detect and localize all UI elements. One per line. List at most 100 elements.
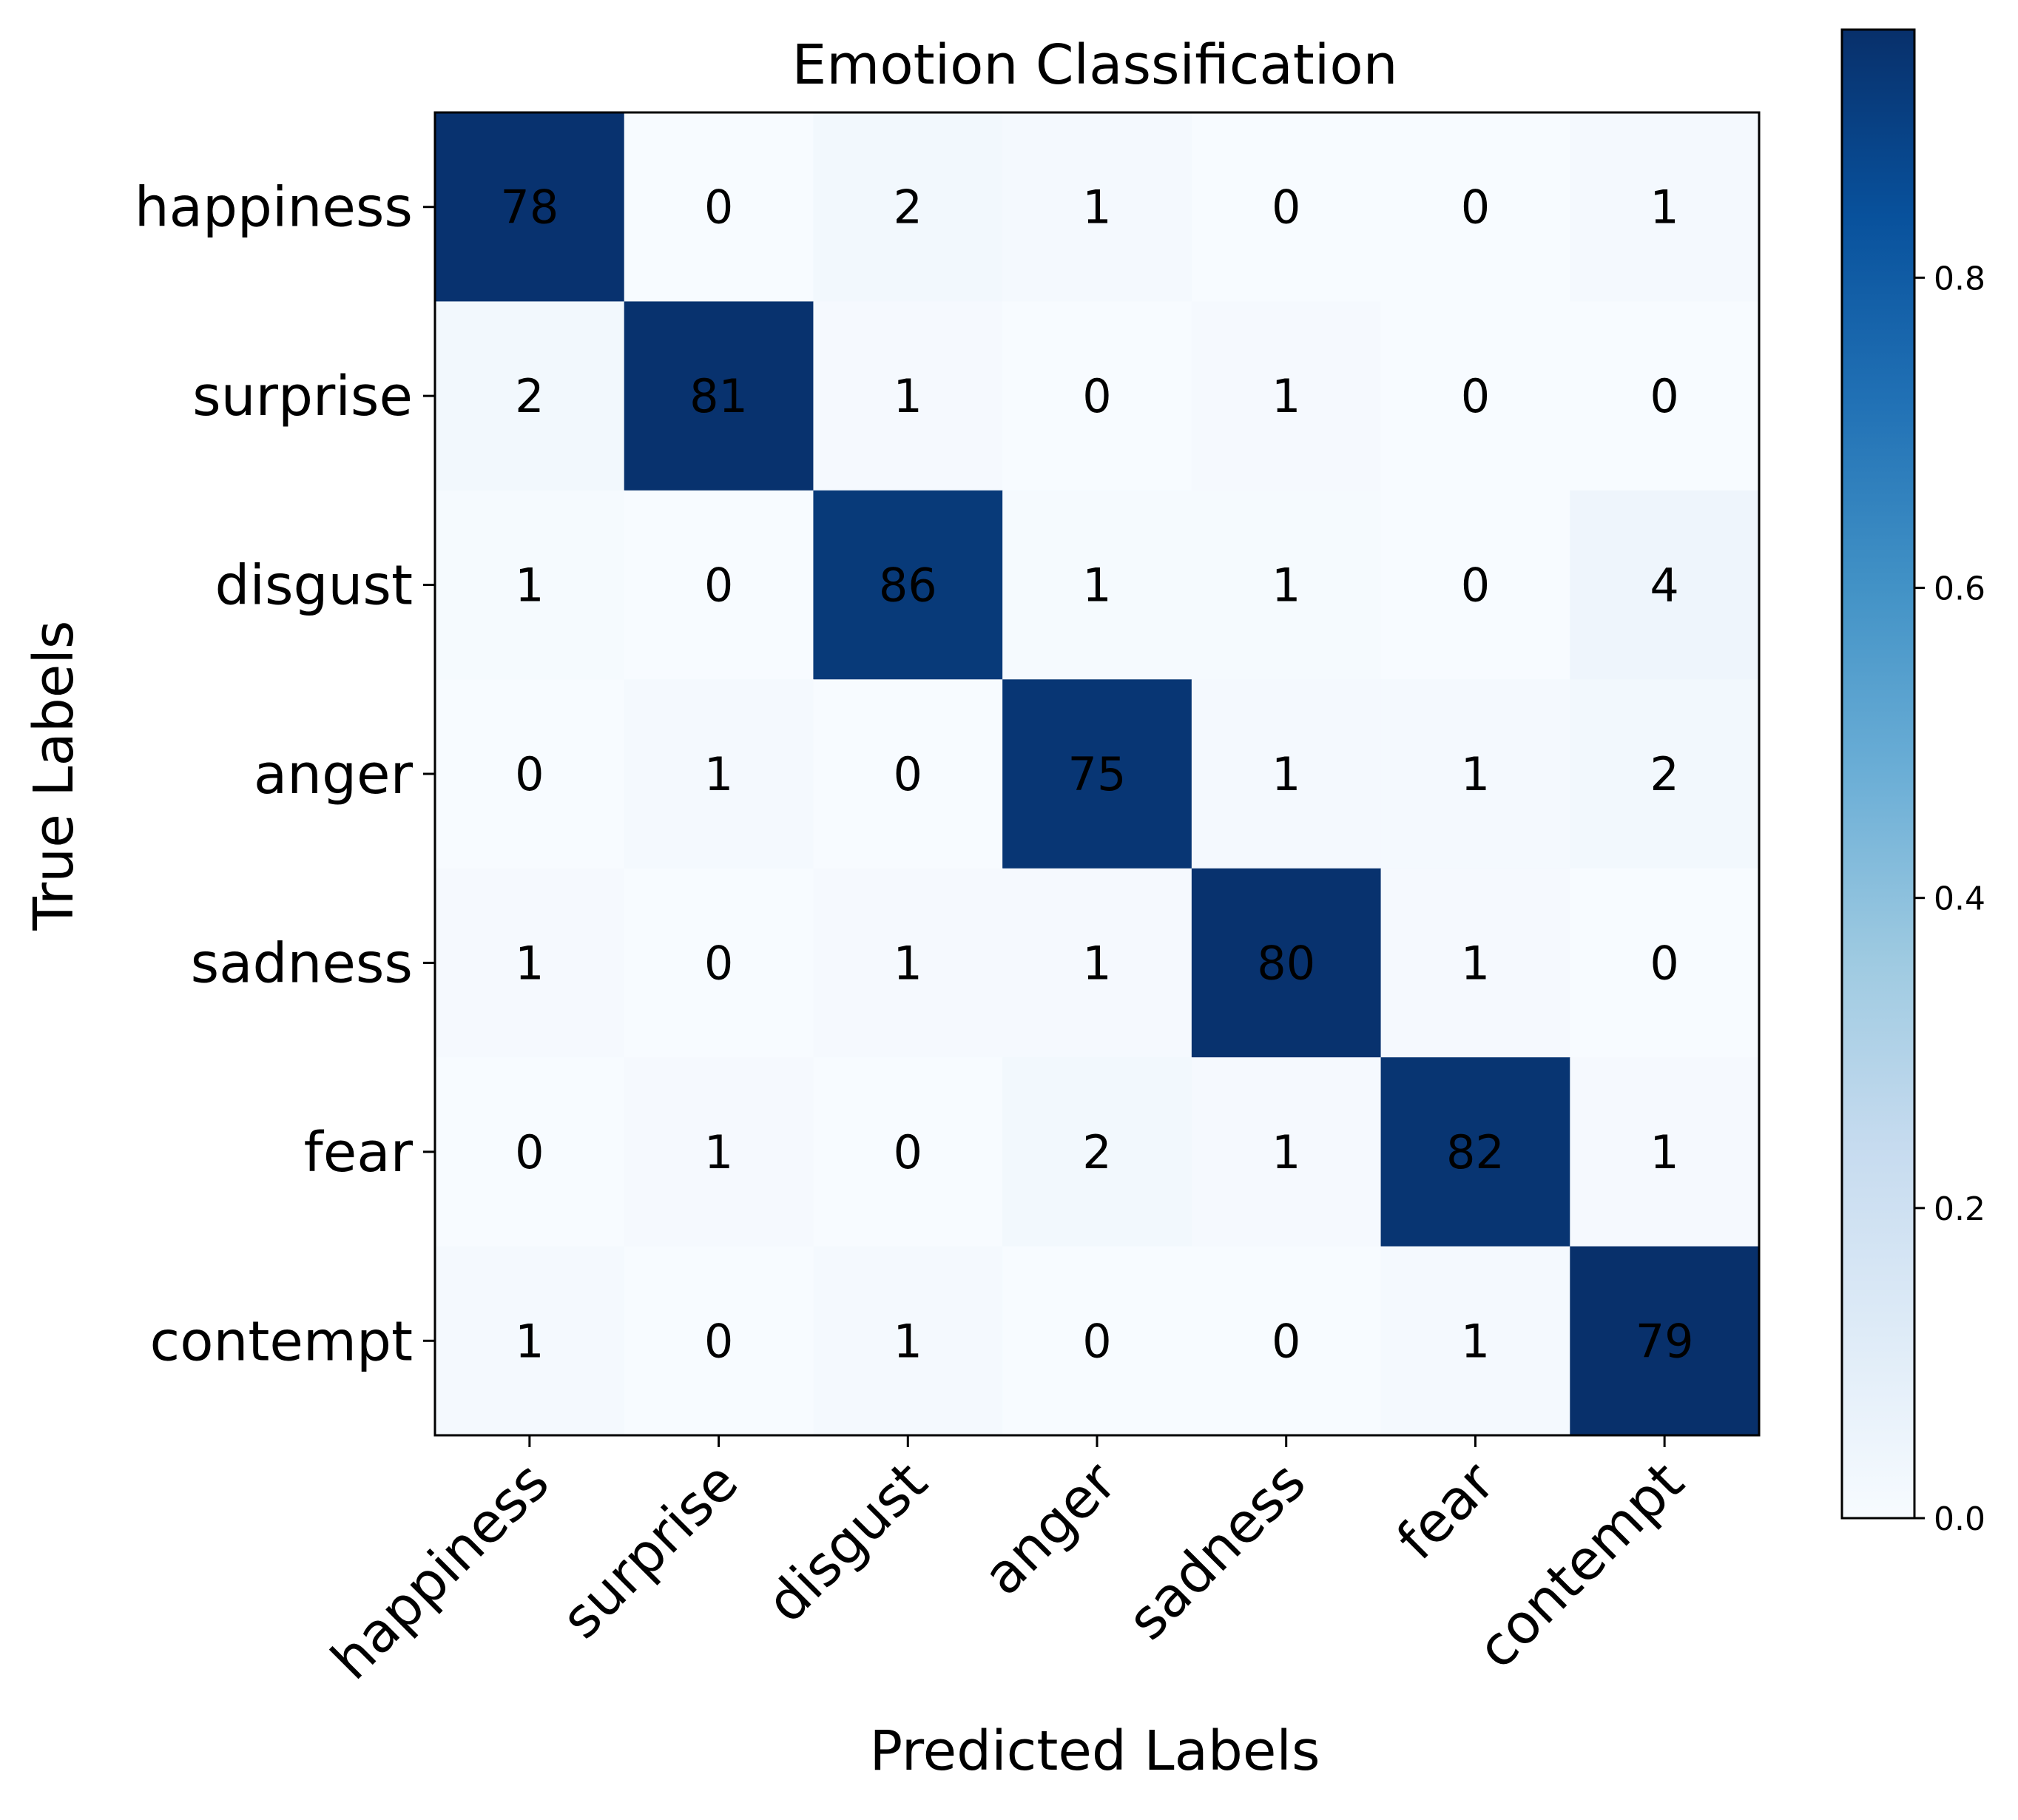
heatmap-cells	[435, 112, 1760, 1436]
y-axis-ticks: happiness surprise disgust anger sadness fear…	[135, 176, 435, 1373]
heatmap-cell-0-2	[813, 112, 1003, 303]
y-tick-label-4: sadness	[191, 931, 413, 995]
cell-value-4-5: 1	[1461, 936, 1490, 990]
heatmap-cell-1-3	[1002, 301, 1192, 491]
x-tick-label-6: contempt	[1465, 1450, 1696, 1681]
heatmap-cell-6-2	[813, 1246, 1003, 1436]
cell-value-0-3: 1	[1082, 181, 1111, 235]
heatmap-cell-6-0	[435, 1246, 625, 1436]
heatmap-cell-4-3	[1002, 868, 1192, 1058]
cell-value-6-5: 1	[1461, 1314, 1490, 1368]
cell-value-6-2: 1	[894, 1314, 922, 1368]
colorbar	[1840, 28, 1916, 1520]
y-tick-label-0: happiness	[135, 176, 413, 240]
cell-value-6-4: 0	[1272, 1314, 1300, 1368]
heatmap-cell-3-6	[1570, 679, 1760, 869]
heatmap-cell-4-4	[1191, 868, 1382, 1058]
heatmap-cell-2-3	[1002, 490, 1192, 680]
cell-value-3-0: 0	[515, 747, 544, 801]
cell-value-0-2: 2	[894, 181, 922, 235]
heatmap-cell-5-4	[1191, 1057, 1382, 1247]
heatmap-cell-3-5	[1380, 679, 1570, 869]
heatmap-cell-2-2	[813, 490, 1003, 680]
cell-value-2-4: 1	[1272, 559, 1300, 613]
heatmap-cell-4-2	[813, 868, 1003, 1058]
cell-value-5-5: 82	[1446, 1125, 1505, 1179]
heatmap-cell-5-3	[1002, 1057, 1192, 1247]
y-tick-label-2: disgust	[215, 554, 413, 618]
y-tick-label-6: contempt	[150, 1310, 413, 1373]
heatmap-cell-6-3	[1002, 1246, 1192, 1436]
x-tick-label-2: disgust	[755, 1450, 939, 1635]
colorbar-tick-label-0: 0.0	[1934, 1500, 1985, 1538]
heatmap-cell-1-6	[1570, 301, 1760, 491]
cell-value-4-4: 80	[1257, 936, 1315, 990]
cell-value-4-3: 1	[1082, 936, 1111, 990]
cell-value-5-2: 0	[894, 1125, 922, 1179]
cell-value-5-1: 1	[704, 1125, 733, 1179]
cell-value-0-1: 0	[704, 181, 733, 235]
x-tick-label-4: sadness	[1116, 1450, 1317, 1652]
heatmap-cell-2-4	[1191, 490, 1382, 680]
cell-value-0-5: 0	[1461, 181, 1490, 235]
heatmap-cell-0-4	[1191, 112, 1382, 303]
cell-value-0-0: 78	[500, 181, 559, 235]
y-tick-label-1: surprise	[192, 365, 413, 428]
heatmap-cell-6-4	[1191, 1246, 1382, 1436]
x-tick-label-1: surprise	[550, 1450, 750, 1651]
x-tick-label-3: anger	[971, 1450, 1129, 1608]
y-tick-label-5: fear	[304, 1121, 414, 1184]
cell-value-0-4: 0	[1272, 181, 1300, 235]
x-tick-label-5: fear	[1385, 1450, 1507, 1572]
cell-value-6-0: 1	[515, 1314, 544, 1368]
cell-value-2-0: 1	[515, 559, 544, 613]
heatmap-cell-6-1	[624, 1246, 814, 1436]
heatmap-cell-1-5	[1380, 301, 1570, 491]
heatmap-cell-3-4	[1191, 679, 1382, 869]
cell-value-5-6: 1	[1650, 1125, 1678, 1179]
heatmap-cell-2-6	[1570, 490, 1760, 680]
cell-value-3-5: 1	[1461, 747, 1490, 801]
cell-value-0-6: 1	[1650, 181, 1678, 235]
heatmap-cell-3-2	[813, 679, 1003, 869]
cell-value-1-2: 1	[894, 369, 922, 423]
heatmap-cell-0-3	[1002, 112, 1192, 303]
colorbar-tick-label-4: 0.8	[1934, 260, 1985, 297]
heatmap-cell-3-1	[624, 679, 814, 869]
cell-value-1-0: 2	[515, 369, 544, 423]
heatmap-cell-1-1	[624, 301, 814, 491]
heatmap-cell-4-6	[1570, 868, 1760, 1058]
cell-value-6-3: 0	[1082, 1314, 1111, 1368]
cell-value-1-6: 0	[1650, 369, 1678, 423]
colorbar-gradient	[1840, 28, 1916, 1520]
cell-value-2-3: 1	[1082, 559, 1111, 613]
heatmap-cell-0-6	[1570, 112, 1760, 303]
cell-value-3-3: 75	[1068, 747, 1127, 801]
cell-value-2-2: 86	[879, 559, 937, 613]
heatmap-cell-3-0	[435, 679, 625, 869]
cell-value-5-4: 1	[1272, 1125, 1300, 1179]
cell-value-1-5: 0	[1461, 369, 1490, 423]
heatmap-cell-2-0	[435, 490, 625, 680]
cell-value-2-1: 0	[704, 559, 733, 613]
cell-value-6-1: 0	[704, 1314, 733, 1368]
cell-value-2-6: 4	[1650, 559, 1678, 613]
cell-value-4-0: 1	[515, 936, 544, 990]
cell-value-5-3: 2	[1082, 1125, 1111, 1179]
heatmap-cell-3-3	[1002, 679, 1192, 869]
y-axis-label: True Labels	[22, 621, 86, 931]
cell-value-5-0: 0	[515, 1125, 544, 1179]
colorbar-tick-label-2: 0.4	[1934, 880, 1985, 918]
heatmap-cell-1-0	[435, 301, 625, 491]
heatmap-cell-6-5	[1380, 1246, 1570, 1436]
cell-values: 78 0 2 1 0 0 1 2 81 1 0 1 0 0 1 0 86 1 1 0 4 0 1 0 75 1 1 2 1 0 1 1 80 1 0…	[500, 181, 1693, 1369]
colorbar-tick-label-3: 0.6	[1934, 570, 1985, 608]
cell-value-4-2: 1	[894, 936, 922, 990]
heatmap-cell-5-0	[435, 1057, 625, 1247]
cell-value-2-5: 0	[1461, 559, 1490, 613]
heatmap-cell-0-1	[624, 112, 814, 303]
x-tick-label-0: happiness	[320, 1450, 561, 1692]
cell-value-3-2: 0	[894, 747, 922, 801]
